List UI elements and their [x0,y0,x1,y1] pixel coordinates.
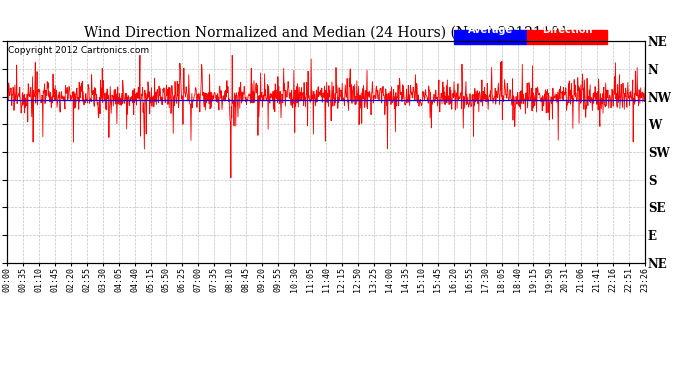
FancyBboxPatch shape [527,30,607,44]
Text: Copyright 2012 Cartronics.com: Copyright 2012 Cartronics.com [8,46,149,55]
Text: Direction: Direction [542,24,592,34]
Text: Average: Average [468,24,513,34]
Title: Wind Direction Normalized and Median (24 Hours) (New) 20121101: Wind Direction Normalized and Median (24… [84,26,568,40]
FancyBboxPatch shape [454,30,527,44]
